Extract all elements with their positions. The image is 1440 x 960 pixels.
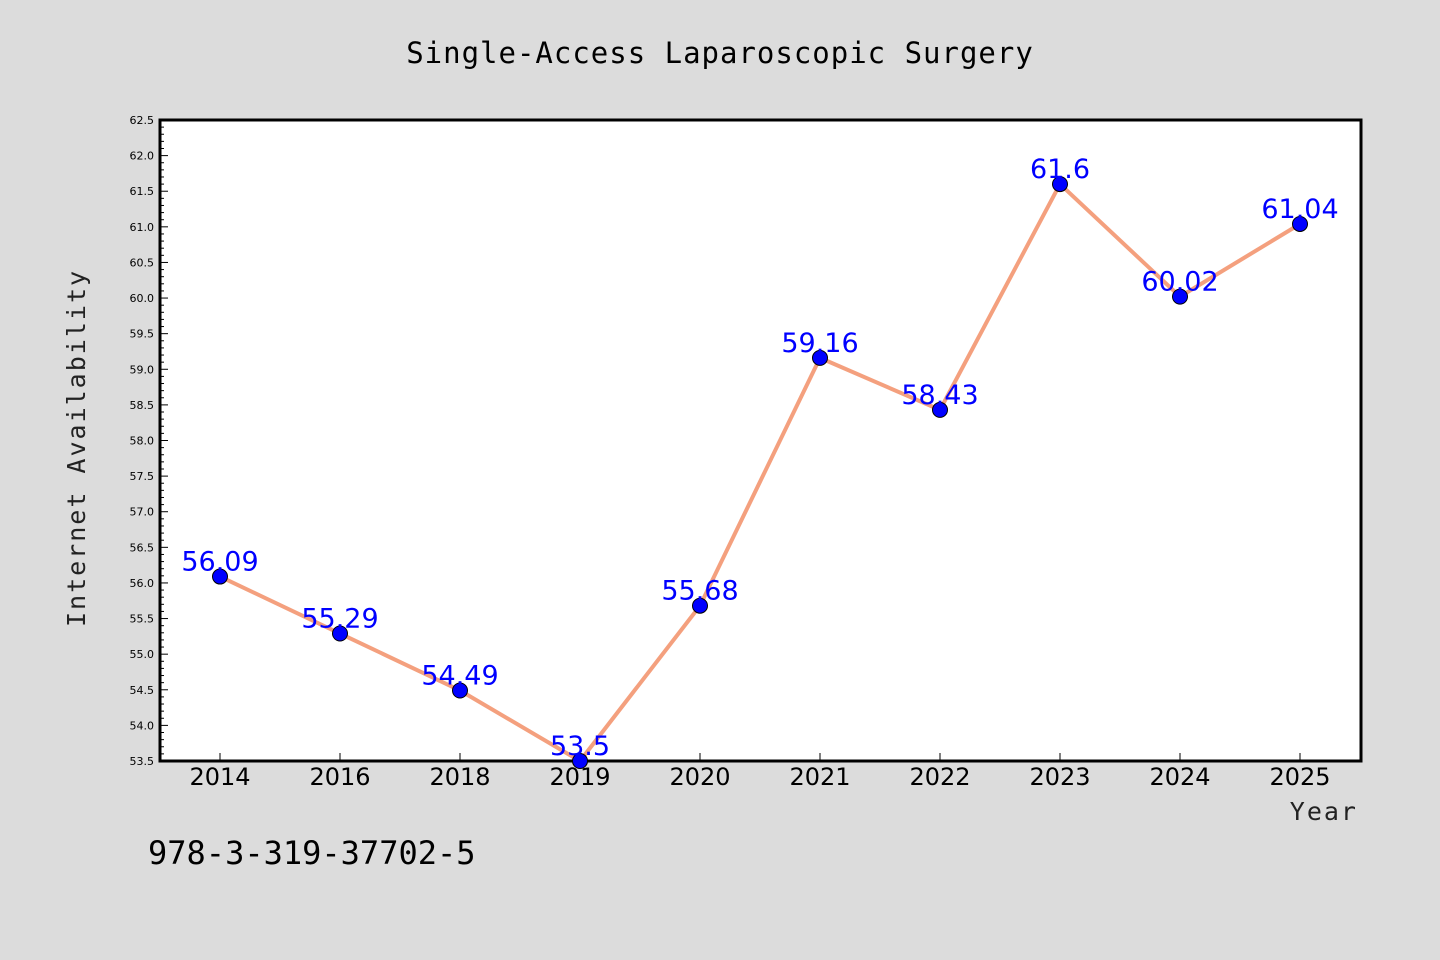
x-tick-label: 2024 xyxy=(1149,763,1210,791)
data-label: 60.02 xyxy=(1141,267,1218,298)
y-axis-label: Internet Availability xyxy=(62,269,91,627)
data-label: 59.16 xyxy=(781,328,858,359)
data-point xyxy=(212,568,228,585)
series-line-segment xyxy=(1178,221,1302,299)
data-point xyxy=(692,597,708,614)
data-label: 54.49 xyxy=(421,660,498,691)
y-tick-label: 57.5 xyxy=(130,470,155,483)
x-tick-label: 2020 xyxy=(669,763,730,791)
plot-area xyxy=(158,118,1363,763)
series-line-segment xyxy=(338,631,462,693)
footnote-isbn: 978-3-319-37702-5 xyxy=(148,834,476,872)
series-line-segment xyxy=(698,355,822,608)
y-tick-label: 57.0 xyxy=(130,506,155,519)
y-tick-label: 61.0 xyxy=(130,221,155,234)
y-tick-label: 54.5 xyxy=(130,684,155,697)
data-point xyxy=(332,625,348,642)
series-line-group xyxy=(218,182,1302,763)
data-label: 61.6 xyxy=(1030,154,1090,185)
data-point xyxy=(1172,288,1188,305)
x-tick-label: 2025 xyxy=(1269,763,1330,791)
chart-title: Single-Access Laparoscopic Surgery xyxy=(406,36,1034,70)
x-tick-label: 2016 xyxy=(309,763,370,791)
data-point xyxy=(452,682,468,699)
x-tick-label: 2014 xyxy=(189,763,250,791)
y-tick-label: 55.0 xyxy=(130,648,155,661)
x-axis-label: Year xyxy=(1290,797,1358,826)
data-label: 61.04 xyxy=(1261,194,1338,225)
y-tick-label: 62.5 xyxy=(130,114,155,127)
marker-group xyxy=(212,176,1308,769)
y-tick-label: 58.0 xyxy=(130,435,155,448)
y-tick-label: 60.0 xyxy=(130,292,155,305)
data-point xyxy=(932,401,948,418)
series-line-segment xyxy=(818,355,942,412)
y-tick-label: 61.5 xyxy=(130,185,155,198)
x-tick-label: 2023 xyxy=(1029,763,1090,791)
data-point xyxy=(1292,215,1308,232)
y-tick-label: 55.5 xyxy=(130,613,155,626)
series-line-segment xyxy=(1058,182,1182,299)
x-tick-label: 2021 xyxy=(789,763,850,791)
y-tick-label: 54.0 xyxy=(130,719,155,732)
data-label: 55.68 xyxy=(661,576,738,607)
data-point xyxy=(1052,176,1068,193)
x-tick-label: 2022 xyxy=(909,763,970,791)
series-line-segment xyxy=(578,603,702,763)
y-tick-label: 59.5 xyxy=(130,328,155,341)
y-tick-label: 53.5 xyxy=(130,755,155,768)
series-line-segment xyxy=(218,574,342,636)
y-axis: 53.5 54.0 54.5 55.0 55.5 56.0 56.5 57.0 57.5 58.0… xyxy=(130,114,168,768)
y-tick-label: 58.5 xyxy=(130,399,155,412)
data-label: 55.29 xyxy=(301,604,378,635)
data-label: 58.43 xyxy=(901,380,978,411)
series-line-segment xyxy=(938,182,1062,412)
series-line-segment xyxy=(458,688,582,763)
y-tick-label: 56.0 xyxy=(130,577,155,590)
y-tick-label: 56.5 xyxy=(130,541,155,554)
data-point xyxy=(572,753,588,769)
data-label: 53.5 xyxy=(550,731,610,762)
x-axis: 2014 2016 2018 2019 2020 2021 2022 2023 2024 2025 xyxy=(189,753,1331,791)
data-point xyxy=(812,349,828,366)
y-tick-label: 62.0 xyxy=(130,150,155,163)
data-label-group: 56.09 55.29 54.49 53.5 55.68 59.16 58.43 61.6 60… xyxy=(181,154,1338,762)
x-tick-label: 2018 xyxy=(429,763,490,791)
data-label: 56.09 xyxy=(181,547,258,578)
y-tick-label: 59.0 xyxy=(130,363,155,376)
y-tick-label: 60.5 xyxy=(130,256,155,269)
